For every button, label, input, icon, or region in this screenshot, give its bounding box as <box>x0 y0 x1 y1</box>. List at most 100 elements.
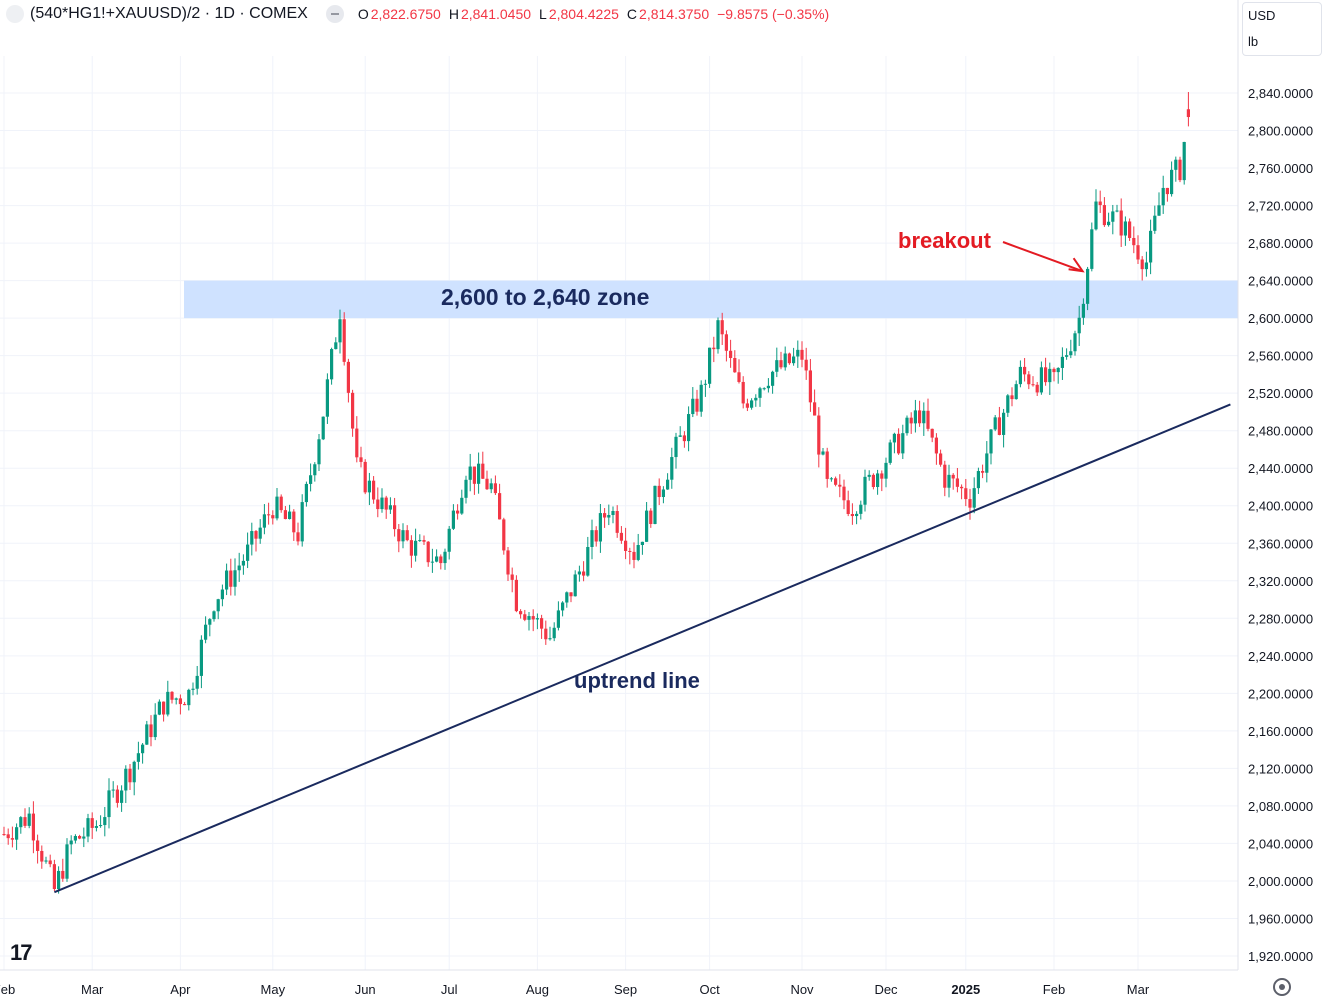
candle-body <box>27 813 31 826</box>
candle-body <box>1119 210 1123 236</box>
candle-body <box>905 417 909 434</box>
close-label: C <box>626 6 638 22</box>
candle-body <box>867 474 871 477</box>
candle-body <box>241 560 245 566</box>
candle-body <box>48 860 52 865</box>
candle-body <box>283 510 287 520</box>
candle-body <box>976 471 980 489</box>
candle-body <box>653 485 657 524</box>
candle-body <box>372 480 376 500</box>
candle-body <box>897 433 901 454</box>
candlesticks <box>2 92 1190 894</box>
symbol-logo-icon[interactable] <box>6 5 24 23</box>
candle-body <box>1077 317 1081 334</box>
candle-body <box>199 639 203 676</box>
y-tick-label: 1,960.0000 <box>1248 911 1313 926</box>
candle-body <box>645 510 649 542</box>
candle-body <box>23 817 27 826</box>
candle-body <box>834 478 838 485</box>
candle-body <box>918 410 922 424</box>
candle-body <box>183 704 187 706</box>
candle-body <box>124 768 128 791</box>
candle-body <box>44 860 48 862</box>
candle-body <box>754 397 758 401</box>
candle-body <box>892 433 896 443</box>
candle-body <box>687 414 691 442</box>
candle-body <box>15 827 19 840</box>
candle-body <box>624 540 628 551</box>
candle-body <box>1035 384 1039 393</box>
y-tick-label: 2,280.0000 <box>1248 611 1313 626</box>
price-axis[interactable]: 1,920.0000 1,960.0000 2,000.0000 2,040.0000… <box>1237 0 1313 970</box>
currency-label[interactable]: USD <box>1248 8 1276 23</box>
time-axis[interactable]: Feb Mar Apr May Jun Jul Aug Sep Oct Nov Dec 2025 Feb… <box>0 969 1238 997</box>
candle-body <box>128 768 132 783</box>
candle-body <box>758 388 762 398</box>
y-tick-label: 2,480.0000 <box>1248 424 1313 439</box>
candle-body <box>447 528 451 552</box>
candle-body <box>968 499 972 508</box>
candle-body <box>1094 201 1098 230</box>
candle-body <box>808 370 812 403</box>
candle-body <box>346 361 350 393</box>
currency-unit-selector[interactable]: USD lb <box>1242 2 1322 56</box>
candle-body <box>422 540 426 542</box>
candle-body <box>1065 355 1069 357</box>
candle-body <box>800 349 804 360</box>
candle-body <box>573 574 577 597</box>
resistance-zone <box>184 280 1238 319</box>
candle-body <box>506 550 510 575</box>
candle-body <box>531 616 535 620</box>
candle-body <box>1052 368 1056 373</box>
candle-body <box>951 474 955 479</box>
candle-body <box>195 675 199 689</box>
candle-body <box>153 714 157 738</box>
candle-body <box>204 624 208 640</box>
candle-body <box>1132 237 1136 246</box>
x-tick-label: Jun <box>355 982 376 997</box>
candle-body <box>855 513 859 517</box>
candle-body <box>989 429 993 454</box>
collapse-icon[interactable] <box>325 5 344 23</box>
candle-body <box>1178 159 1182 181</box>
candle-body <box>40 850 44 862</box>
candle-body <box>493 483 497 494</box>
candle-body <box>52 864 56 890</box>
candle-body <box>225 570 229 590</box>
candle-body <box>733 357 737 373</box>
candle-body <box>909 417 913 424</box>
y-tick-label: 2,400.0000 <box>1248 499 1313 514</box>
candle-body <box>535 618 539 620</box>
candle-body <box>502 519 506 551</box>
y-tick-label: 2,000.0000 <box>1248 874 1313 889</box>
candle-body <box>540 618 544 629</box>
candle-body <box>699 384 703 412</box>
candle-body <box>1018 366 1022 385</box>
candle-body <box>598 513 602 542</box>
breakout-annotation: breakout <box>898 228 991 253</box>
symbol-title[interactable]: (540*HG1!+XAUUSD)/2 · 1D · COMEX <box>30 5 308 22</box>
candle-body <box>901 433 905 454</box>
candle-body <box>594 530 598 542</box>
candle-body <box>691 398 695 415</box>
candle-body <box>527 616 531 620</box>
x-tick-label: Oct <box>699 982 720 997</box>
candle-body <box>519 611 523 615</box>
candle-body <box>724 334 728 351</box>
candle-body <box>212 611 216 620</box>
candle-body <box>1002 412 1006 435</box>
y-tick-label: 2,240.0000 <box>1248 649 1313 664</box>
candle-body <box>720 320 724 335</box>
x-tick-label: Apr <box>170 982 191 997</box>
candle-body <box>783 353 787 368</box>
candle-body <box>321 416 325 440</box>
settings-gear-icon[interactable] <box>1273 978 1291 996</box>
tradingview-logo[interactable]: 17 <box>10 940 33 965</box>
candle-body <box>409 540 413 556</box>
candle-body <box>149 724 153 738</box>
candle-body <box>246 544 250 561</box>
unit-label[interactable]: lb <box>1248 34 1259 49</box>
candle-body <box>607 515 611 518</box>
y-tick-label: 2,040.0000 <box>1248 836 1313 851</box>
